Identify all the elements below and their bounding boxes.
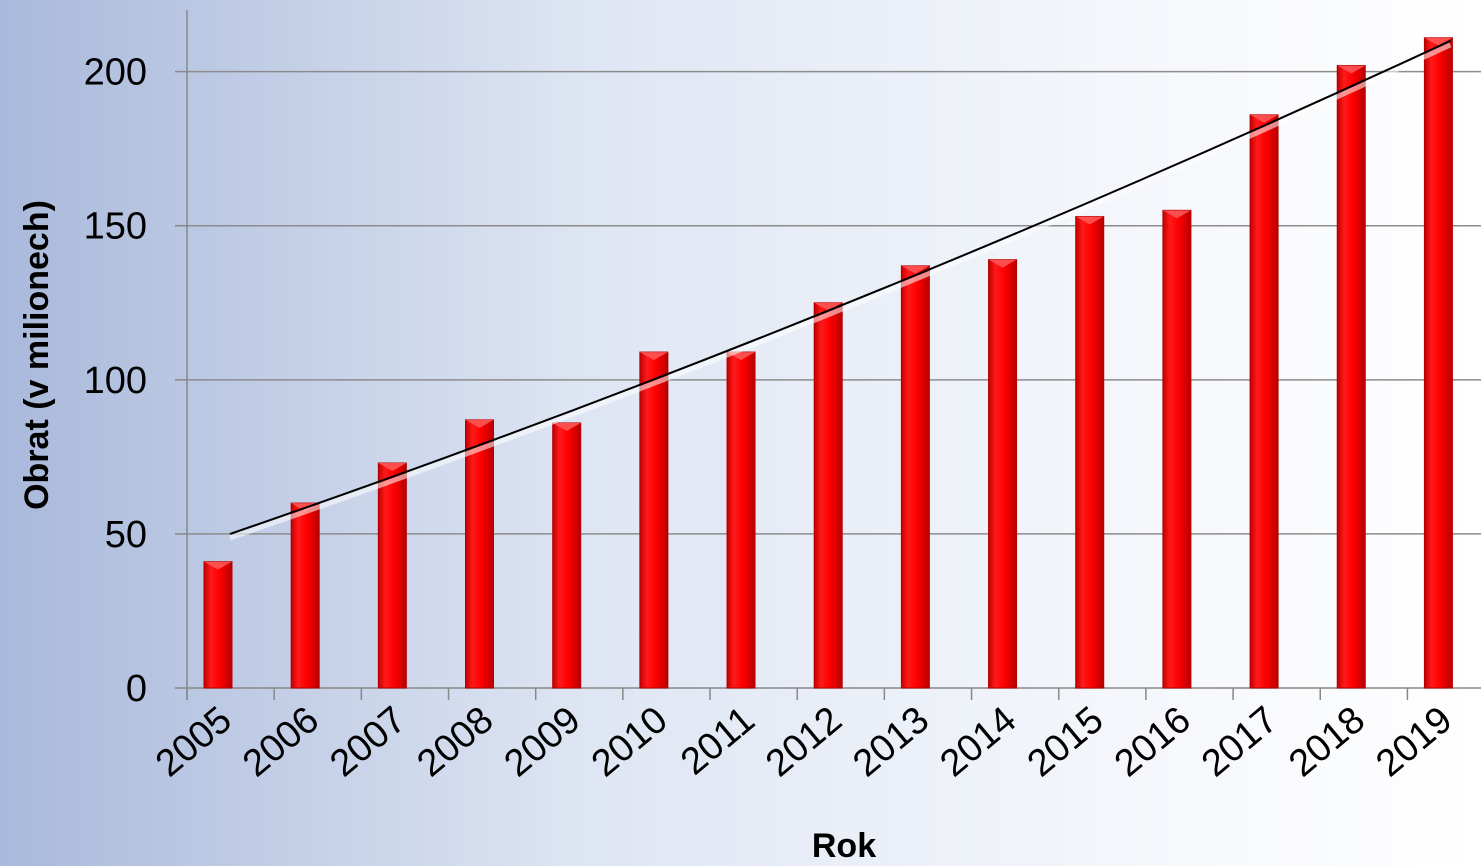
y-tick-label: 200 [84, 52, 147, 94]
bar-body [1075, 215, 1105, 689]
y-tick-label: 50 [105, 514, 147, 556]
bar-2006 [290, 502, 320, 689]
bar-2011 [726, 351, 756, 689]
x-tick-label: 2016 [1107, 699, 1199, 786]
x-tick-label: 2008 [410, 699, 502, 786]
bar-top-bevel [1337, 65, 1366, 74]
x-axis-title: Rok [812, 827, 876, 865]
x-tick-label: 2017 [1194, 699, 1286, 786]
bar-top-bevel [552, 422, 581, 431]
bar-top-bevel [204, 561, 232, 570]
trendline [229, 39, 1451, 535]
bar-2016 [1162, 209, 1192, 689]
bar-2019 [1423, 37, 1453, 689]
bar-2012 [813, 302, 843, 689]
bar-body [290, 502, 320, 689]
bar-2008 [465, 419, 495, 689]
bar-body [639, 351, 669, 689]
bar-top-bevel [1162, 210, 1191, 219]
bar-body [1336, 64, 1366, 689]
bar-body [203, 561, 233, 689]
bar-body [465, 419, 495, 689]
bar-2009 [552, 422, 582, 689]
bar-top-bevel [639, 352, 668, 361]
bar-top-bevel [988, 259, 1017, 268]
x-tick-label: 2007 [322, 699, 414, 786]
bar-2018 [1336, 64, 1366, 689]
x-tick-label: 2015 [1020, 699, 1112, 786]
bar-top-bevel [1424, 37, 1453, 46]
bar-top-bevel [465, 419, 494, 428]
x-tick-label: 2019 [1368, 699, 1460, 786]
bar-2013 [900, 265, 930, 689]
y-tick-label: 100 [84, 360, 147, 402]
x-tick-label: 2009 [497, 699, 589, 786]
y-tick-label: 0 [126, 668, 147, 710]
bar-2017 [1249, 114, 1279, 689]
bar-body [900, 265, 930, 689]
y-axis-title: Obrat (v milionech) [18, 200, 56, 510]
x-tick-label: 2013 [845, 699, 937, 786]
bar-2010 [639, 351, 669, 689]
bar-body [726, 351, 756, 689]
bar-top-bevel [378, 463, 407, 472]
bar-body [1162, 209, 1192, 689]
bar-top-bevel [901, 265, 930, 274]
bar-body [813, 302, 843, 689]
trendline-group [229, 39, 1452, 541]
bar-top-bevel [1075, 216, 1104, 225]
bar-2007 [377, 462, 407, 689]
bar-body [1249, 114, 1279, 689]
bar-body [1423, 37, 1453, 689]
x-tick-label: 2005 [148, 699, 240, 786]
bar-2014 [988, 259, 1018, 689]
x-tick-label: 2014 [933, 699, 1025, 786]
x-tick-label: 2012 [758, 699, 850, 786]
bar-body [988, 259, 1018, 689]
x-tick-label: 2010 [584, 699, 676, 786]
bar-top-bevel [814, 302, 843, 311]
bar-top-bevel [1250, 114, 1279, 123]
bar-2005 [203, 561, 233, 689]
bars [203, 37, 1453, 689]
bar-body [377, 462, 407, 689]
y-tick-label: 150 [84, 206, 147, 248]
x-tick-label: 2006 [235, 699, 327, 786]
bar-body [552, 422, 582, 689]
x-tick-label: 2018 [1281, 699, 1373, 786]
x-tick-label: 2011 [673, 699, 763, 784]
bar-2015 [1075, 215, 1105, 689]
trendline-shadow [229, 42, 1452, 541]
